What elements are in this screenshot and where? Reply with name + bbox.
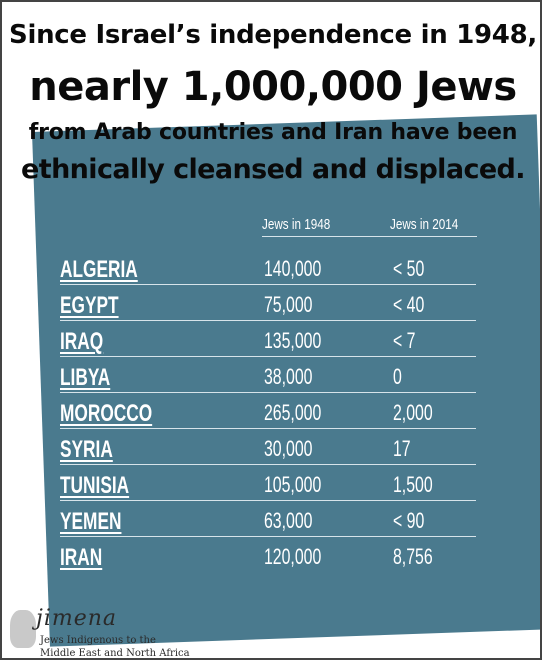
row-divider bbox=[60, 536, 476, 537]
country-name: MOROCCO bbox=[60, 400, 153, 427]
jews-1948-value: 135,000 bbox=[264, 328, 322, 353]
table-row: SYRIA 30,000 17 bbox=[60, 436, 480, 472]
jews-1948-value: 75,000 bbox=[264, 292, 313, 317]
jews-1948-value: 63,000 bbox=[264, 508, 313, 533]
hamsa-icon bbox=[10, 610, 36, 648]
country-name: IRAQ bbox=[60, 328, 104, 355]
headline-line-3: from Arab countries and Iran have been bbox=[28, 120, 518, 145]
row-divider bbox=[60, 428, 476, 429]
table-row: TUNISIA 105,000 1,500 bbox=[60, 472, 480, 508]
country-name: EGYPT bbox=[60, 292, 119, 319]
headline-line-1: Since Israel’s independence in 1948, bbox=[9, 20, 537, 50]
table-row: EGYPT 75,000 < 40 bbox=[60, 292, 480, 328]
country-name: ALGERIA bbox=[60, 256, 138, 283]
country-name: LIBYA bbox=[60, 364, 111, 391]
jews-1948-value: 38,000 bbox=[264, 364, 313, 389]
header-divider bbox=[262, 236, 477, 237]
row-divider bbox=[60, 500, 476, 501]
jews-2014-value: < 40 bbox=[393, 292, 425, 317]
row-divider bbox=[60, 392, 476, 393]
logo-tagline-line-2: Middle East and North Africa bbox=[40, 648, 190, 659]
table-row: ALGERIA 140,000 < 50 bbox=[60, 256, 480, 292]
jews-2014-value: 8,756 bbox=[393, 544, 433, 569]
table-row: IRAN 120,000 8,756 bbox=[60, 544, 480, 580]
jews-2014-value: < 50 bbox=[393, 256, 425, 281]
row-divider bbox=[60, 284, 476, 285]
row-divider bbox=[60, 464, 476, 465]
jews-2014-value: < 90 bbox=[393, 508, 425, 533]
country-name: YEMEN bbox=[60, 508, 122, 535]
jews-1948-value: 30,000 bbox=[264, 436, 313, 461]
column-header-2014: Jews in 2014 bbox=[390, 216, 459, 233]
row-divider bbox=[60, 356, 476, 357]
country-name: SYRIA bbox=[60, 436, 113, 463]
table-row: MOROCCO 265,000 2,000 bbox=[60, 400, 480, 436]
table-row: IRAQ 135,000 < 7 bbox=[60, 328, 480, 364]
logo-wordmark: jimena bbox=[36, 606, 118, 631]
table-row: YEMEN 63,000 < 90 bbox=[60, 508, 480, 544]
jews-2014-value: < 7 bbox=[393, 328, 416, 353]
jews-2014-value: 17 bbox=[393, 436, 411, 461]
row-divider bbox=[60, 320, 476, 321]
jews-2014-value: 2,000 bbox=[393, 400, 433, 425]
jews-1948-value: 105,000 bbox=[264, 472, 322, 497]
jews-1948-value: 140,000 bbox=[264, 256, 322, 281]
jews-2014-value: 1,500 bbox=[393, 472, 433, 497]
logo-tagline-line-1: Jews Indigenous to the bbox=[40, 635, 156, 646]
jews-1948-value: 120,000 bbox=[264, 544, 322, 569]
jimena-logo: jimena Jews Indigenous to the Middle Eas… bbox=[10, 606, 210, 658]
headline-line-2: nearly 1,000,000 Jews bbox=[29, 64, 517, 110]
jews-1948-value: 265,000 bbox=[264, 400, 322, 425]
column-header-1948: Jews in 1948 bbox=[262, 216, 331, 233]
jews-2014-value: 0 bbox=[393, 364, 402, 389]
headline-line-4: ethnically cleansed and displaced. bbox=[21, 154, 526, 185]
country-name: TUNISIA bbox=[60, 472, 130, 499]
table-row: LIBYA 38,000 0 bbox=[60, 364, 480, 400]
country-name: IRAN bbox=[60, 544, 103, 571]
